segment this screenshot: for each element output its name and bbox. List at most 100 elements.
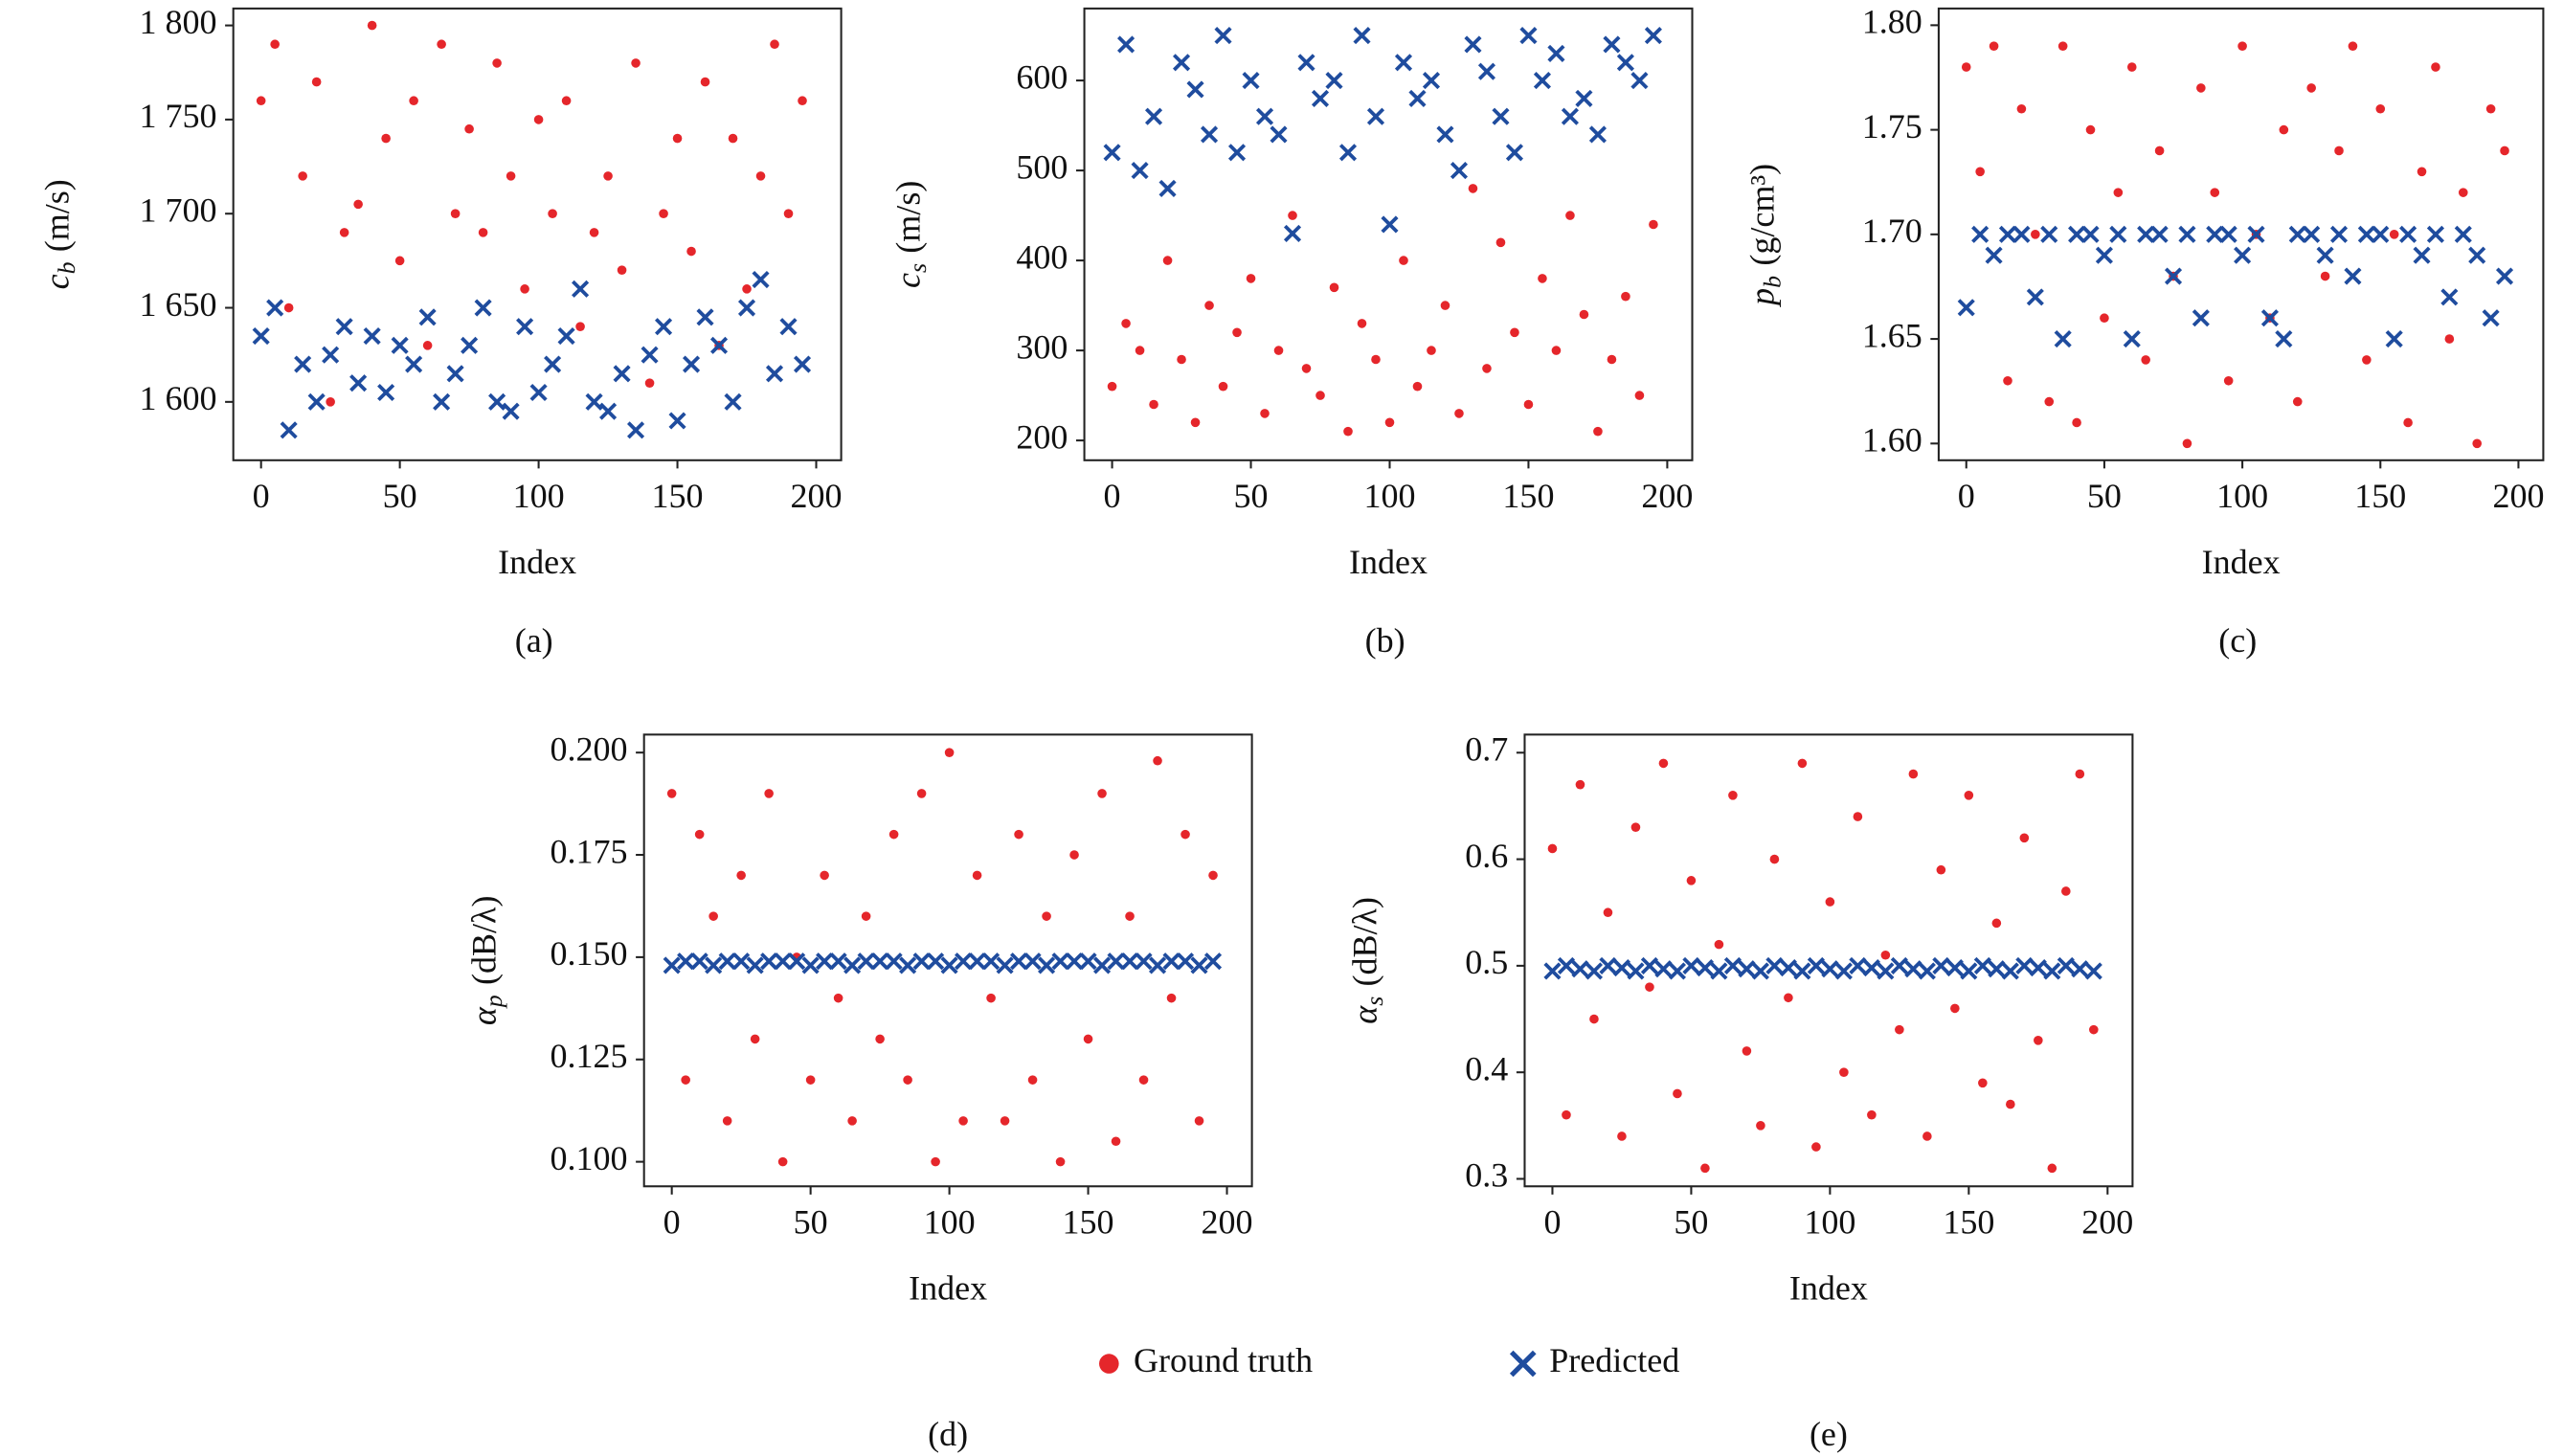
x-axis-label: Index	[909, 1268, 987, 1307]
y-label-unit: (dB/λ)	[1346, 897, 1384, 987]
point	[1603, 907, 1613, 918]
point	[2019, 833, 2030, 843]
point	[2329, 225, 2349, 243]
point	[663, 956, 681, 974]
point	[1384, 417, 1395, 428]
point	[1270, 125, 1288, 144]
point	[1158, 179, 1177, 197]
point	[2113, 188, 2124, 197]
x-tick-label: 50	[1674, 1203, 1708, 1242]
point	[1097, 789, 1107, 798]
point	[1148, 956, 1167, 974]
x-axis-label: Index	[2202, 543, 2281, 581]
point	[1069, 850, 1079, 860]
point	[2403, 417, 2413, 428]
y-tick-label: 1 700	[139, 190, 216, 229]
point	[1932, 956, 1950, 974]
point	[1246, 274, 1256, 283]
y-label-subscript: b	[1758, 276, 1786, 288]
point	[888, 829, 899, 840]
point	[644, 378, 655, 388]
point	[2206, 225, 2224, 243]
point	[2458, 188, 2468, 197]
point	[1200, 125, 1219, 144]
point	[1283, 224, 1302, 242]
point	[2288, 225, 2306, 243]
point	[2344, 267, 2362, 285]
y-axis-label: cb (m/s)	[38, 179, 80, 289]
point	[793, 355, 812, 373]
point	[1260, 409, 1270, 418]
point	[1825, 897, 1835, 907]
point	[899, 956, 917, 974]
point	[377, 383, 395, 402]
point	[1978, 1078, 1988, 1088]
point	[1589, 1014, 1599, 1024]
point	[1092, 956, 1112, 974]
x-tick-label: 100	[1804, 1203, 1855, 1242]
point	[801, 956, 820, 974]
point	[2389, 230, 2399, 239]
point	[2043, 962, 2061, 980]
point	[1232, 327, 1242, 338]
y-tick-label: 1 800	[139, 3, 216, 41]
point	[1645, 982, 1654, 992]
x-tick-label: 0	[1104, 477, 1121, 515]
y-axis-label: αs (dB/λ)	[1346, 897, 1388, 1024]
point	[2123, 330, 2141, 348]
y-label-symbol: c	[38, 274, 77, 289]
point	[474, 299, 492, 317]
point	[1066, 952, 1084, 971]
point	[2095, 246, 2113, 264]
point	[2154, 146, 2165, 156]
x-tick-label: 200	[2081, 1203, 2133, 1242]
point	[2044, 396, 2055, 407]
point	[529, 383, 548, 402]
y-tick-label: 0.5	[1465, 943, 1508, 981]
subcaption: (b)	[1365, 621, 1405, 660]
point	[696, 308, 714, 326]
point	[2219, 225, 2237, 243]
point	[2026, 288, 2044, 306]
y-tick-label: 0.100	[550, 1139, 627, 1177]
point	[613, 365, 631, 383]
point	[349, 374, 368, 392]
plot-frame	[642, 733, 1253, 1188]
y-tick-label: 200	[1016, 417, 1068, 456]
y-tick-label: 0.7	[1465, 730, 1508, 769]
x-tick-label: 100	[924, 1203, 976, 1242]
point	[746, 956, 764, 974]
point	[682, 355, 701, 373]
point	[461, 336, 479, 354]
point	[2468, 246, 2486, 264]
point	[788, 952, 806, 971]
point	[422, 341, 433, 350]
y-tick-label: 0.3	[1465, 1156, 1508, 1195]
point	[777, 1156, 788, 1167]
point	[2440, 288, 2459, 306]
x-tick-label: 100	[2216, 477, 2268, 515]
y-tick-label: 400	[1016, 237, 1068, 276]
x-axis-label: Index	[498, 543, 576, 581]
point	[1422, 72, 1441, 90]
point	[2320, 271, 2330, 281]
point	[1612, 959, 1631, 977]
point	[968, 952, 986, 971]
x-tick-label: 50	[2087, 477, 2122, 515]
point	[1849, 956, 1867, 974]
point	[944, 748, 955, 757]
point	[1121, 319, 1131, 328]
point	[2182, 438, 2192, 449]
point	[1023, 952, 1042, 971]
legend-x	[1509, 1350, 1537, 1378]
point	[1971, 225, 1990, 243]
point	[2399, 225, 2417, 243]
point	[1177, 354, 1186, 365]
point	[1000, 1116, 1010, 1126]
point	[1571, 960, 1589, 978]
x-tick-label: 200	[790, 477, 842, 515]
point	[1797, 758, 1808, 769]
legend-label: Ground truth	[1134, 1341, 1313, 1379]
y-tick-label: 0.200	[550, 729, 627, 768]
point	[875, 1034, 885, 1044]
